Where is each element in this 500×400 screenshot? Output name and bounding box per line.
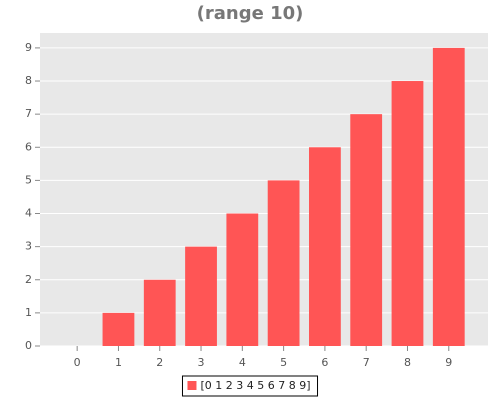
legend-swatch bbox=[187, 381, 197, 390]
chart-title: (range 10) bbox=[197, 3, 304, 24]
x-tick-label: 2 bbox=[156, 356, 163, 369]
legend-box bbox=[181, 375, 319, 397]
y-tick-label: 2 bbox=[25, 273, 32, 286]
x-tick-label: 4 bbox=[239, 356, 246, 369]
x-tick-label: 6 bbox=[321, 356, 328, 369]
y-tick-label: 3 bbox=[25, 240, 32, 253]
y-tick-label: 9 bbox=[25, 41, 32, 54]
y-tick-label: 5 bbox=[25, 173, 32, 186]
x-tick-label: 1 bbox=[115, 356, 122, 369]
y-tick-label: 1 bbox=[25, 306, 32, 319]
x-tick-label: 9 bbox=[445, 356, 452, 369]
y-tick-label: 0 bbox=[25, 339, 32, 352]
bar bbox=[309, 147, 341, 346]
bar bbox=[432, 47, 465, 347]
x-tick-label: 7 bbox=[363, 356, 370, 369]
x-tick-label: 3 bbox=[198, 356, 205, 369]
y-tick-label: 4 bbox=[25, 207, 32, 220]
bar bbox=[350, 114, 383, 346]
bar bbox=[102, 312, 135, 346]
x-tick-label: 0 bbox=[74, 356, 81, 369]
x-tick-label: 5 bbox=[280, 356, 287, 369]
y-tick-label: 8 bbox=[25, 74, 32, 87]
legend-label: [0 1 2 3 4 5 6 7 8 9] bbox=[200, 379, 310, 392]
bar bbox=[226, 213, 259, 346]
y-tick-label: 7 bbox=[25, 107, 32, 120]
bar bbox=[185, 246, 217, 346]
x-tick-label: 8 bbox=[404, 356, 411, 369]
y-tick-label: 6 bbox=[25, 140, 32, 153]
bar bbox=[143, 279, 176, 346]
bar bbox=[267, 180, 300, 346]
bar bbox=[391, 81, 424, 346]
